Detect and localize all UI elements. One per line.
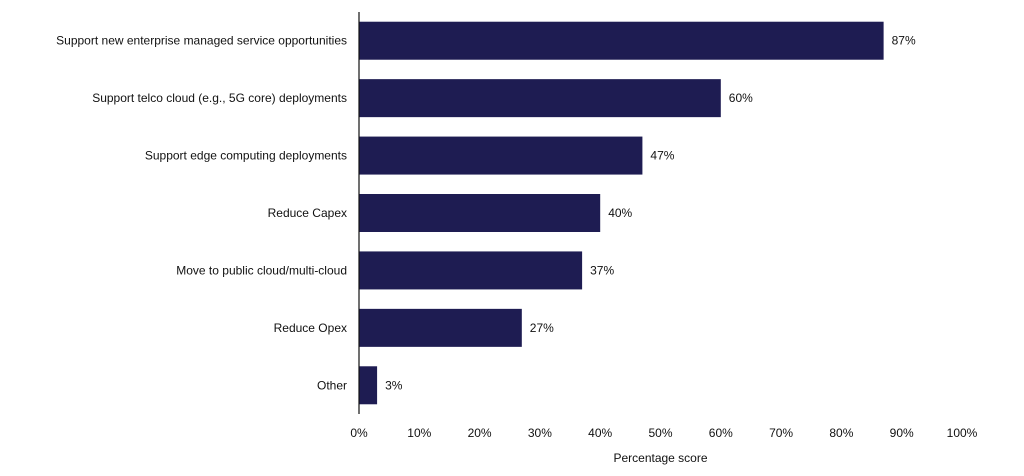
data-label: 40% <box>608 206 632 220</box>
x-tick-label: 60% <box>709 426 733 440</box>
data-label: 3% <box>385 378 403 392</box>
category-label: Support edge computing deployments <box>145 149 347 163</box>
x-tick-label: 100% <box>947 426 978 440</box>
x-tick-label: 80% <box>829 426 853 440</box>
x-axis-title: Percentage score <box>613 451 707 465</box>
bar <box>359 21 884 60</box>
x-tick-label: 30% <box>528 426 552 440</box>
data-label: 27% <box>530 321 554 335</box>
bar <box>359 366 378 405</box>
bar <box>359 136 643 175</box>
data-label: 60% <box>729 91 753 105</box>
category-label: Reduce Capex <box>268 206 347 220</box>
bar <box>359 251 583 290</box>
data-label: 37% <box>590 263 614 277</box>
category-label: Reduce Opex <box>274 321 347 335</box>
x-tick-label: 20% <box>468 426 492 440</box>
bar <box>359 194 601 232</box>
data-label: 47% <box>650 149 674 163</box>
x-tick-labels: 0% 10% 20% 30% 40% 50% 60% 70% 80% 90% 100% <box>350 426 977 440</box>
data-label: 87% <box>892 34 916 48</box>
x-tick-label: 0% <box>350 426 368 440</box>
bar <box>359 308 522 347</box>
x-tick-label: 50% <box>648 426 672 440</box>
bar <box>359 79 721 118</box>
category-label: Move to public cloud/multi-cloud <box>176 263 347 277</box>
x-tick-label: 90% <box>890 426 914 440</box>
x-tick-label: 40% <box>588 426 612 440</box>
category-label: Support new enterprise managed service o… <box>56 34 347 48</box>
x-tick-label: 70% <box>769 426 793 440</box>
value-labels: 87% 60% 47% 40% 37% 27% 3% <box>385 34 916 393</box>
category-labels: Support new enterprise managed service o… <box>56 34 347 393</box>
x-tick-label: 10% <box>407 426 431 440</box>
category-label: Other <box>317 378 347 392</box>
category-label: Support telco cloud (e.g., 5G core) depl… <box>92 91 347 105</box>
bars-group <box>359 21 884 405</box>
